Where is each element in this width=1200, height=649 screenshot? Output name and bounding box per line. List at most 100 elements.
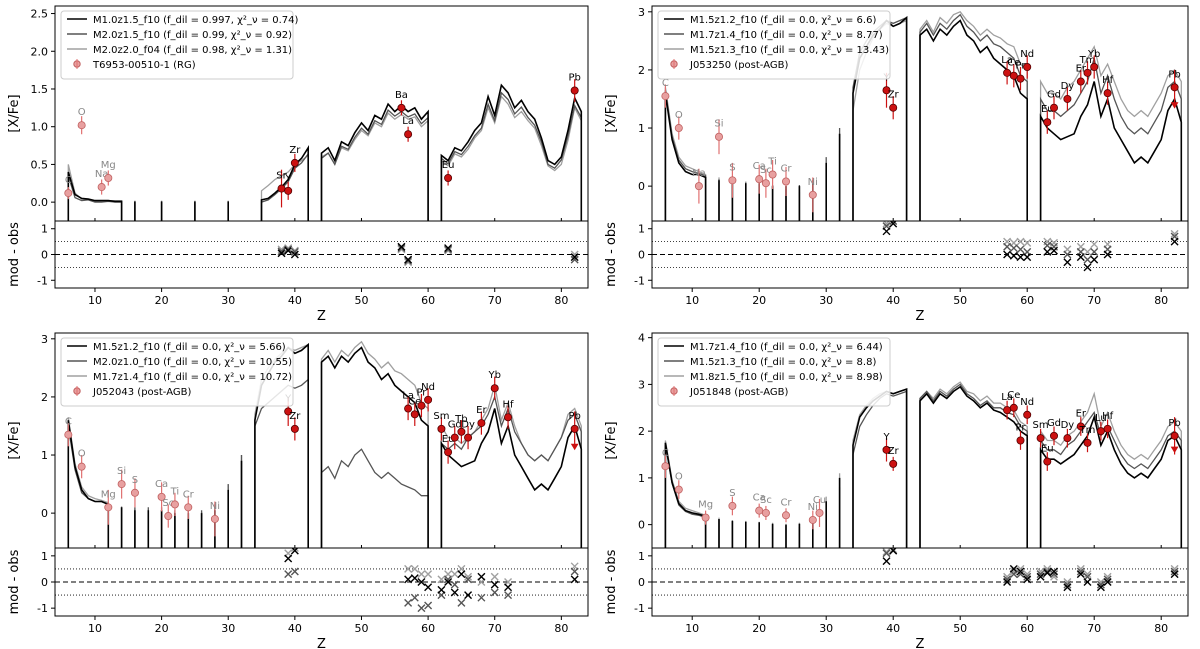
residual-marker [277, 247, 286, 256]
residual-marker [1063, 583, 1072, 592]
data-point-Zr [889, 459, 898, 468]
data-point-La [1003, 68, 1012, 77]
series-line-M1.5z1.3_f10 [664, 383, 1182, 548]
y-tick-label: 2.0 [31, 45, 49, 58]
upper-limit-arrow-Pb [570, 443, 579, 451]
residual-marker [1023, 253, 1032, 262]
residual-marker [404, 255, 413, 264]
data-point-Cr [184, 503, 193, 512]
legend-box [657, 10, 891, 80]
y-tick-label: 1 [638, 122, 645, 135]
data-point-S [130, 488, 139, 497]
element-label-C: C [65, 417, 72, 428]
residual-marker [1003, 575, 1012, 584]
residual-marker [1043, 237, 1052, 246]
residual-marker [1050, 238, 1058, 247]
residual-marker [882, 548, 891, 556]
series-line-M1.0z1.5_f10 [67, 83, 583, 221]
data-point-Eu [1043, 118, 1052, 127]
data-point-Pb [1170, 431, 1179, 440]
x-tick-label: 50 [953, 294, 967, 307]
residual-axis-label: mod - obs [604, 222, 619, 287]
residual-marker [1083, 578, 1092, 586]
element-label-Na: Na [95, 169, 109, 180]
upper-limit-arrow-Pb [1170, 102, 1179, 109]
residual-tick-label: 0 [638, 249, 645, 262]
residual-marker [882, 549, 891, 558]
x-ticks: 10 20 30 40 50 60 70 80 [685, 218, 1168, 307]
residual-marker [1023, 575, 1032, 584]
residual-marker [1083, 570, 1092, 579]
x-tick-label: 80 [554, 622, 568, 635]
data-point-Sr [277, 184, 286, 193]
element-label-S: S [132, 475, 138, 486]
residual-marker [1050, 242, 1058, 251]
x-tick-label: 60 [1020, 294, 1034, 307]
legend-entry-observed: J053250 (post-AGB) [689, 60, 788, 71]
element-label-Dy: Dy [1061, 420, 1075, 431]
data-point-Gd [1050, 431, 1059, 440]
element-label-Eu: Eu [1041, 444, 1054, 455]
residual-plot-frame [54, 547, 589, 617]
data-point-Hf [504, 413, 513, 422]
data-point-O [674, 124, 683, 133]
residual-tick-label: 1 [638, 223, 645, 236]
residual-marker [1003, 242, 1012, 251]
element-label-O: O [78, 449, 86, 460]
residual-marker [490, 580, 499, 589]
x-tick-label: 60 [421, 294, 435, 307]
element-label-La: La [1001, 392, 1013, 403]
x-tick-label: 80 [1154, 622, 1168, 635]
residual-tick-label: 1 [638, 550, 645, 563]
element-label-Zr: Zr [888, 90, 900, 101]
residual-marker [1083, 263, 1092, 272]
data-point-Nd [424, 395, 433, 404]
residual-tick-label: 0 [41, 249, 48, 262]
element-label-Na: Na [692, 168, 706, 179]
element-label-Ca: Ca [155, 479, 168, 490]
residual-marker [1170, 229, 1179, 238]
residual-marker [290, 567, 299, 576]
data-point-Hf [1103, 89, 1112, 98]
residual-marker [1170, 567, 1179, 576]
residual-marker [397, 244, 406, 253]
residual-tick-label: -1 [37, 602, 48, 615]
residual-marker [464, 591, 473, 600]
element-label-Ni: Ni [210, 501, 220, 512]
residual-marker [1090, 255, 1099, 264]
element-label-Sm: Sm [433, 411, 449, 422]
y-tick-label: 3 [638, 378, 645, 391]
residual-marker [284, 570, 293, 579]
element-label-Si: Si [714, 119, 723, 130]
series-line-M1.7z1.4_f10 [664, 385, 1183, 548]
x-tick-label: 70 [1087, 622, 1101, 635]
y-ticks: 0 1 2 3 4 [638, 332, 652, 532]
residual-markers [882, 548, 1179, 592]
x-tick-label: 80 [554, 294, 568, 307]
legend-entry: M1.7z1.4_f10 (f_dil = 0.0, χ²_ν = 6.44) [690, 342, 883, 353]
residual-marker [457, 598, 466, 607]
residual-marker [570, 575, 579, 584]
residual-marker [1170, 570, 1179, 579]
element-label-Pr: Pr [1016, 423, 1027, 434]
y-tick-label: 3 [41, 333, 48, 346]
residual-tick-label: -1 [634, 274, 645, 287]
residual-marker [417, 604, 426, 613]
residual-marker [477, 572, 486, 581]
residual-marker [404, 564, 413, 573]
data-point-Cr [782, 177, 791, 186]
x-tick-label: 30 [819, 622, 833, 635]
residual-marker [1083, 255, 1092, 264]
element-label-S: S [729, 162, 735, 173]
data-point-Mg [104, 503, 113, 512]
element-label-Zr: Zr [888, 446, 900, 457]
residual-marker [444, 575, 453, 584]
y-tick-label: 0 [638, 519, 645, 532]
residual-marker [1043, 568, 1052, 577]
legend-entry: M1.5z1.2_f10 (f_dil = 0.0, χ²_ν = 5.66) [93, 342, 286, 353]
y-tick-label: 0.5 [31, 158, 49, 171]
residual-marker [1096, 580, 1105, 589]
data-point-Er [477, 419, 486, 428]
residual-marker [1023, 238, 1032, 247]
residual-marker [570, 567, 579, 576]
